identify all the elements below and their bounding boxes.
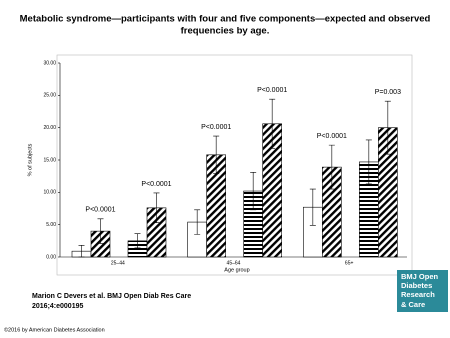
annotation: P<0.0001 [141,181,171,188]
logo-text: BMJ Open [401,272,439,281]
error-bar [153,192,160,224]
source: Marion C Devers et al. BMJ Open Diab Res… [32,293,191,300]
error-bar [365,139,372,185]
logo-box [397,270,448,312]
y-tick-label: 5.00 [46,222,56,228]
annotation: P<0.0001 [317,133,347,140]
error-bar [213,135,220,174]
error-bar [194,209,201,235]
logo-text: Research [401,290,435,299]
y-tick-label: 0.00 [46,254,56,260]
y-tick-label: 25.00 [43,93,56,99]
plot-frame [56,54,413,276]
y-tick-label: 15.00 [43,157,56,163]
y-tick-label: 20.00 [43,125,56,131]
x-tick-label: 45–64 [227,260,241,266]
x-axis-title: Age group [224,267,249,273]
logo-text: & Care [401,300,425,309]
error-bar [269,98,276,149]
error-bar [309,188,316,226]
y-axis-title: % of subjects [27,143,33,176]
error-bar [250,171,257,211]
y-tick-label: 30.00 [43,60,56,66]
error-bar [78,245,85,258]
source: 2016;4:e000195 [32,303,83,310]
error-bar [134,233,141,249]
annotation: P<0.0001 [201,124,231,131]
logo-text: Diabetes [401,281,432,290]
chart-title: frequencies by age. [181,26,270,37]
y-tick-label: 10.00 [43,190,56,196]
x-tick-label: 25–44 [111,260,125,266]
annotation: P=0.003 [375,89,401,96]
annotation: P<0.0001 [85,207,115,214]
error-bar [328,144,335,190]
chart-title: Metabolic syndrome—participants with fou… [20,14,431,25]
annotation: P<0.0001 [257,87,287,94]
copyright: ©2016 by American Diabetes Association [4,326,105,333]
x-tick-label: 65+ [345,260,354,266]
error-bar [97,218,104,244]
error-bar [384,100,391,155]
